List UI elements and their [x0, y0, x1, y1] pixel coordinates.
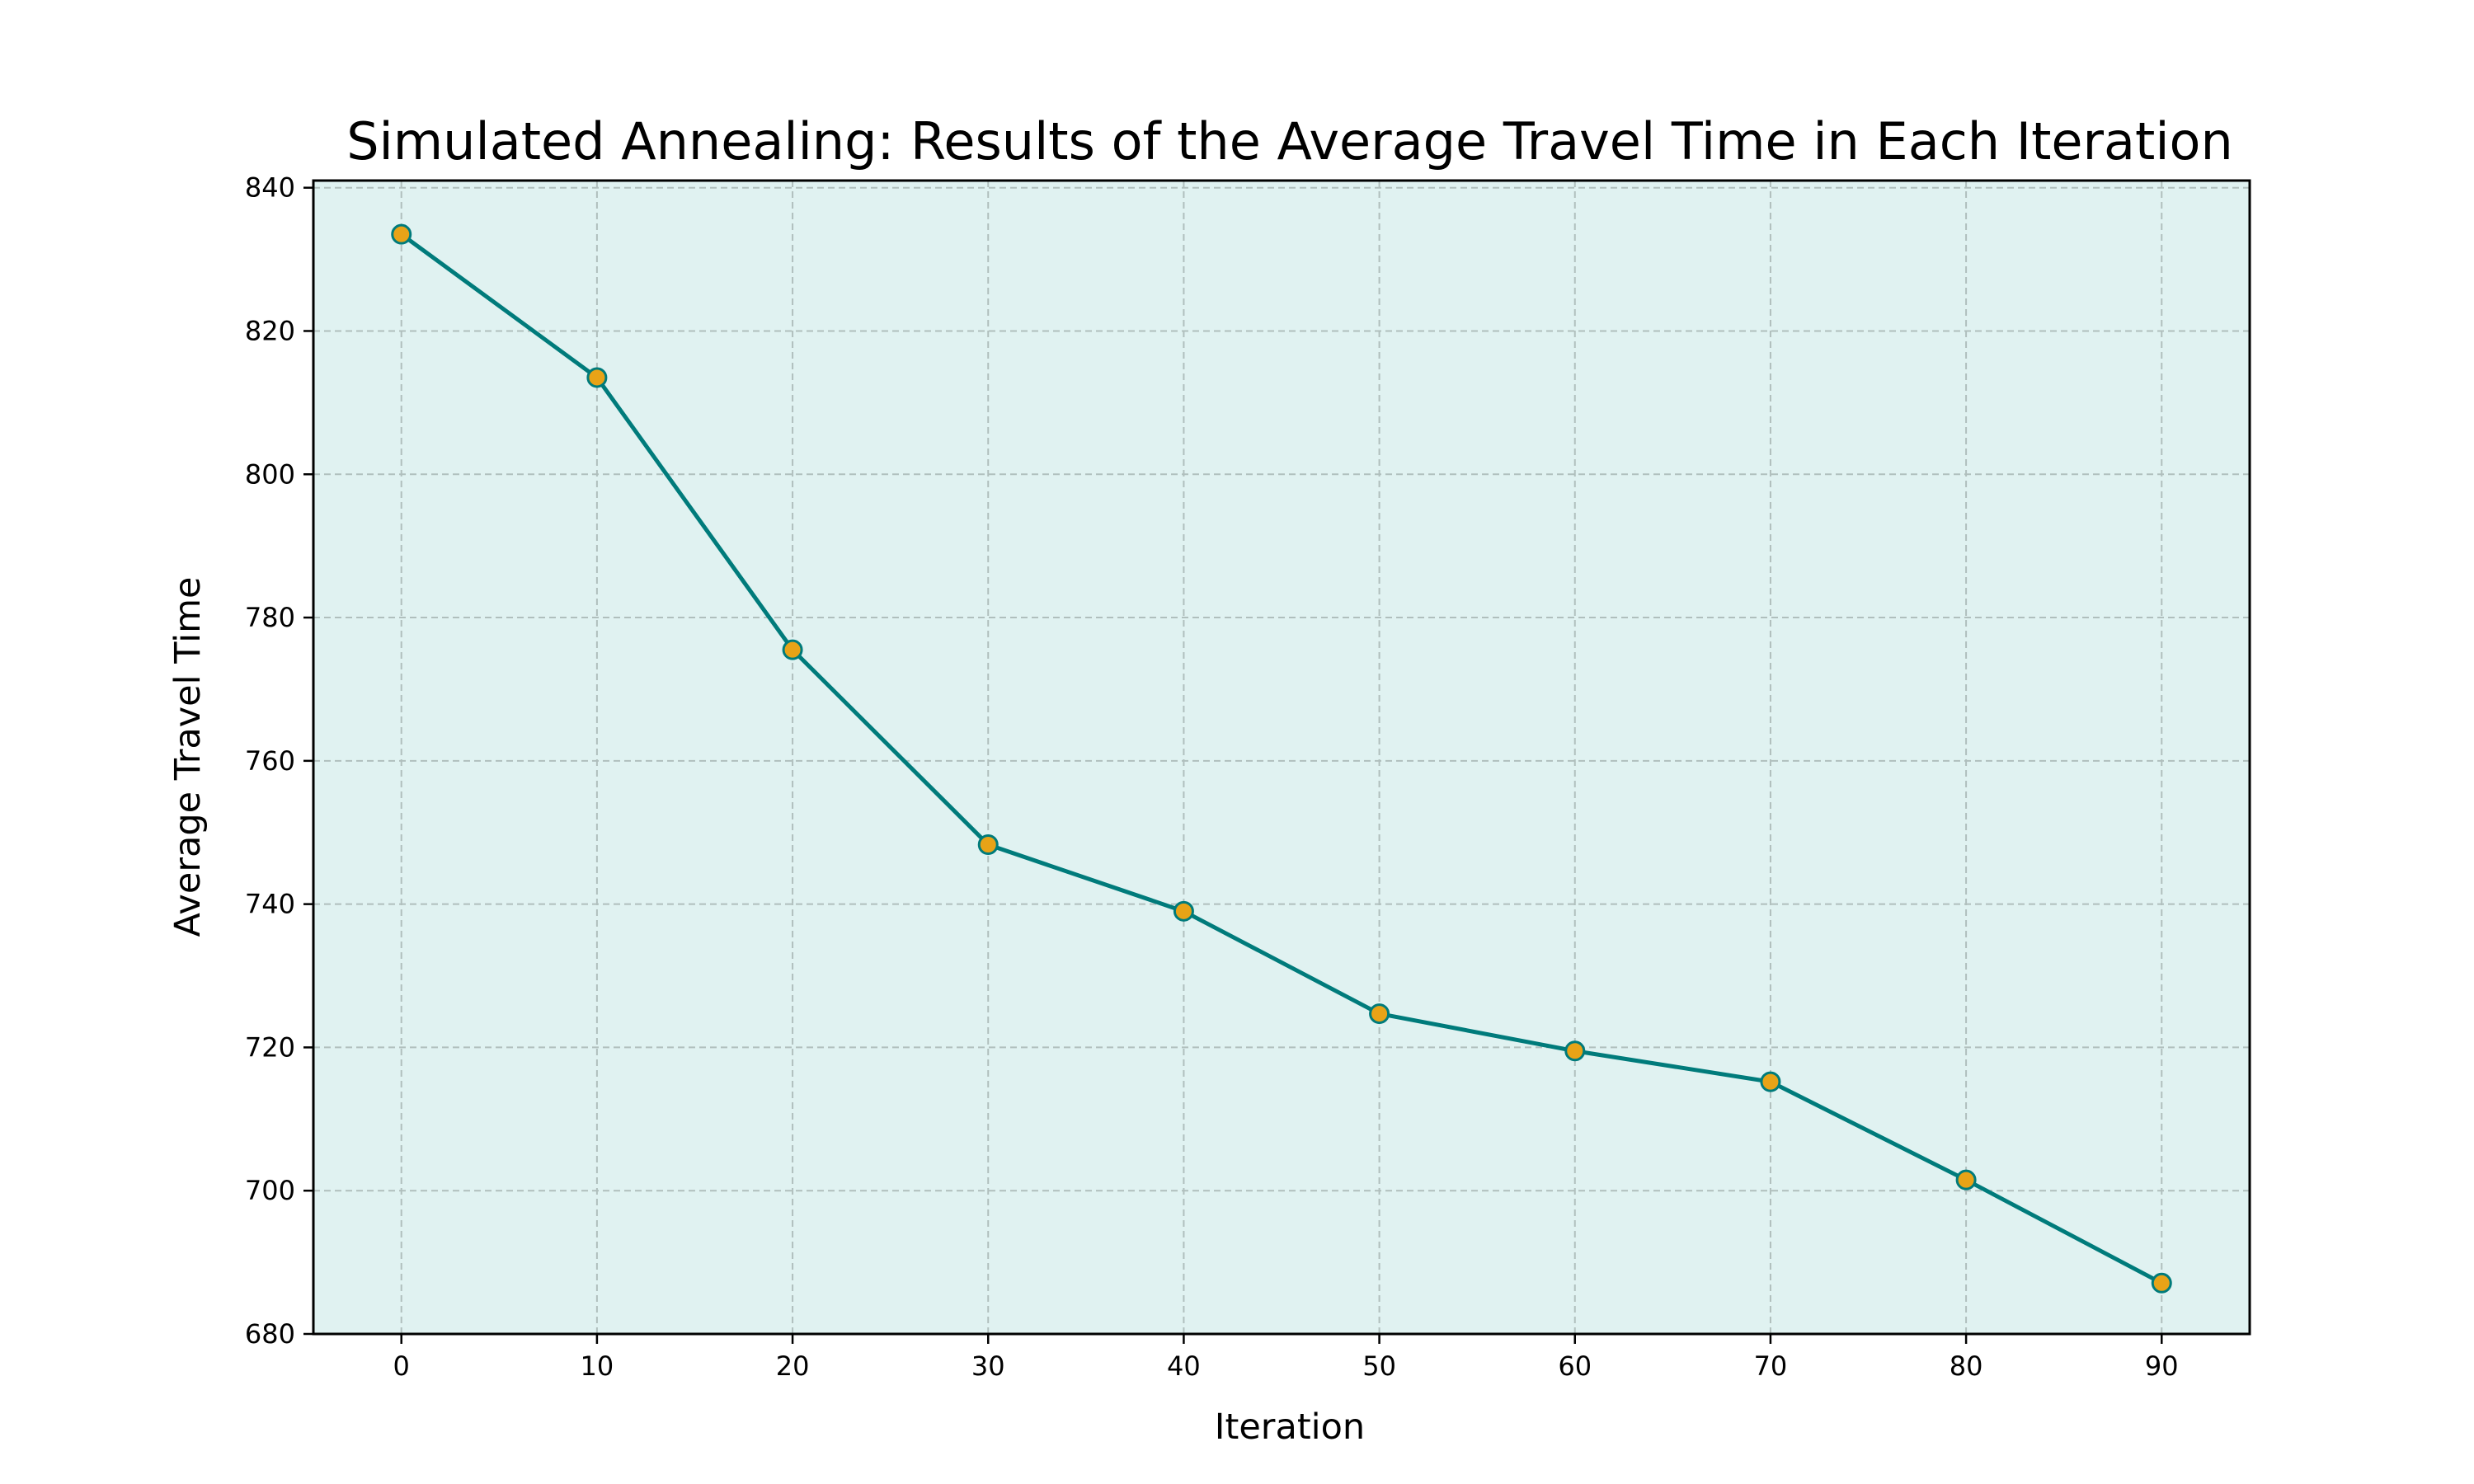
data-point [782, 639, 803, 660]
data-point [2151, 1272, 2172, 1294]
data-point [586, 367, 608, 388]
x-tick-label: 40 [1167, 1350, 1201, 1382]
chart-title: Simulated Annealing: Results of the Aver… [346, 111, 2233, 171]
y-tick-label: 760 [245, 745, 295, 777]
x-axis-label: Iteration [1215, 1407, 1365, 1448]
data-point [1369, 1003, 1390, 1025]
y-tick-label: 700 [245, 1175, 295, 1206]
y-tick-label: 840 [245, 172, 295, 204]
data-point [1760, 1071, 1781, 1092]
plot-area [313, 181, 2250, 1334]
x-tick-label: 70 [1754, 1350, 1788, 1382]
grid [313, 181, 2250, 1334]
y-tick-label: 720 [245, 1031, 295, 1063]
x-tick-label: 10 [581, 1350, 614, 1382]
y-axis: 680 700 720 740 760 780 800 820 840 [245, 172, 313, 1350]
data-point [391, 223, 412, 245]
x-axis: 0 10 20 30 40 50 60 70 80 90 [393, 1334, 2179, 1382]
x-tick-label: 20 [776, 1350, 810, 1382]
data-points [391, 223, 2172, 1294]
series-line [400, 232, 2163, 1285]
x-tick-label: 60 [1558, 1350, 1592, 1382]
y-axis-label: Average Travel Time [167, 577, 209, 937]
data-point [1955, 1169, 1977, 1190]
x-tick-label: 80 [1950, 1350, 1983, 1382]
data-point [1564, 1040, 1586, 1062]
x-tick-label: 30 [971, 1350, 1005, 1382]
x-tick-label: 0 [393, 1350, 410, 1382]
data-point [1173, 900, 1194, 922]
y-tick-label: 780 [245, 602, 295, 633]
y-tick-label: 740 [245, 889, 295, 920]
x-tick-label: 50 [1362, 1350, 1396, 1382]
y-tick-label: 680 [245, 1318, 295, 1350]
y-tick-label: 820 [245, 315, 295, 346]
data-point [977, 834, 999, 856]
y-tick-label: 800 [245, 458, 295, 490]
plot-frame [312, 179, 2251, 1336]
x-tick-label: 90 [2145, 1350, 2179, 1382]
